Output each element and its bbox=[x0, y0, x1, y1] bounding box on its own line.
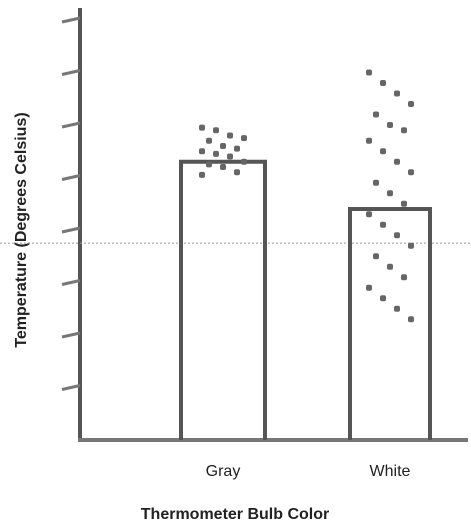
data-dot bbox=[366, 211, 372, 218]
data-dot bbox=[199, 148, 205, 155]
data-dot bbox=[206, 161, 212, 168]
data-dot bbox=[380, 80, 386, 86]
data-dot bbox=[401, 200, 407, 207]
data-dot bbox=[366, 69, 372, 76]
data-dot bbox=[387, 263, 393, 270]
bar bbox=[348, 207, 432, 440]
y-tick bbox=[61, 174, 81, 181]
data-dot bbox=[380, 295, 386, 302]
data-dot bbox=[220, 164, 226, 170]
data-dot bbox=[387, 190, 393, 197]
data-dot bbox=[401, 127, 407, 134]
data-dot bbox=[394, 158, 400, 165]
y-tick bbox=[61, 226, 81, 234]
data-dot bbox=[234, 145, 240, 152]
y-tick bbox=[61, 121, 81, 129]
y-tick bbox=[61, 331, 81, 339]
data-dot bbox=[227, 153, 233, 160]
data-dot bbox=[401, 274, 407, 281]
bar bbox=[179, 159, 267, 440]
data-dot bbox=[366, 137, 372, 144]
data-dot bbox=[199, 124, 205, 131]
data-dot bbox=[408, 242, 414, 249]
y-axis-title: Temperature (Degrees Celsius) bbox=[13, 112, 30, 347]
data-dot bbox=[394, 305, 400, 312]
data-dot bbox=[234, 169, 240, 176]
x-axis-title: Thermometer Bulb Color bbox=[141, 506, 329, 523]
data-dot bbox=[220, 143, 226, 149]
data-dot bbox=[213, 127, 219, 134]
data-dot bbox=[227, 132, 233, 139]
data-dot bbox=[380, 221, 386, 228]
data-dot bbox=[241, 158, 247, 165]
data-dot bbox=[206, 137, 212, 144]
data-dot bbox=[373, 179, 379, 186]
data-dot bbox=[408, 101, 414, 107]
y-tick bbox=[61, 279, 81, 286]
y-tick bbox=[61, 384, 81, 391]
y-tick bbox=[61, 16, 81, 24]
data-dot bbox=[241, 135, 247, 142]
data-dot bbox=[387, 122, 393, 128]
data-dot bbox=[408, 316, 414, 323]
data-dot bbox=[366, 284, 372, 291]
data-dot bbox=[213, 150, 219, 157]
x-tick-label: Gray bbox=[206, 463, 241, 480]
data-dot bbox=[394, 232, 400, 239]
data-dot bbox=[408, 169, 414, 176]
data-dot bbox=[380, 148, 386, 155]
x-tick-label: White bbox=[370, 463, 411, 480]
data-dot bbox=[394, 90, 400, 97]
y-tick bbox=[61, 69, 81, 76]
data-dot bbox=[373, 111, 379, 118]
data-dot bbox=[373, 253, 379, 260]
data-dot bbox=[199, 171, 205, 178]
